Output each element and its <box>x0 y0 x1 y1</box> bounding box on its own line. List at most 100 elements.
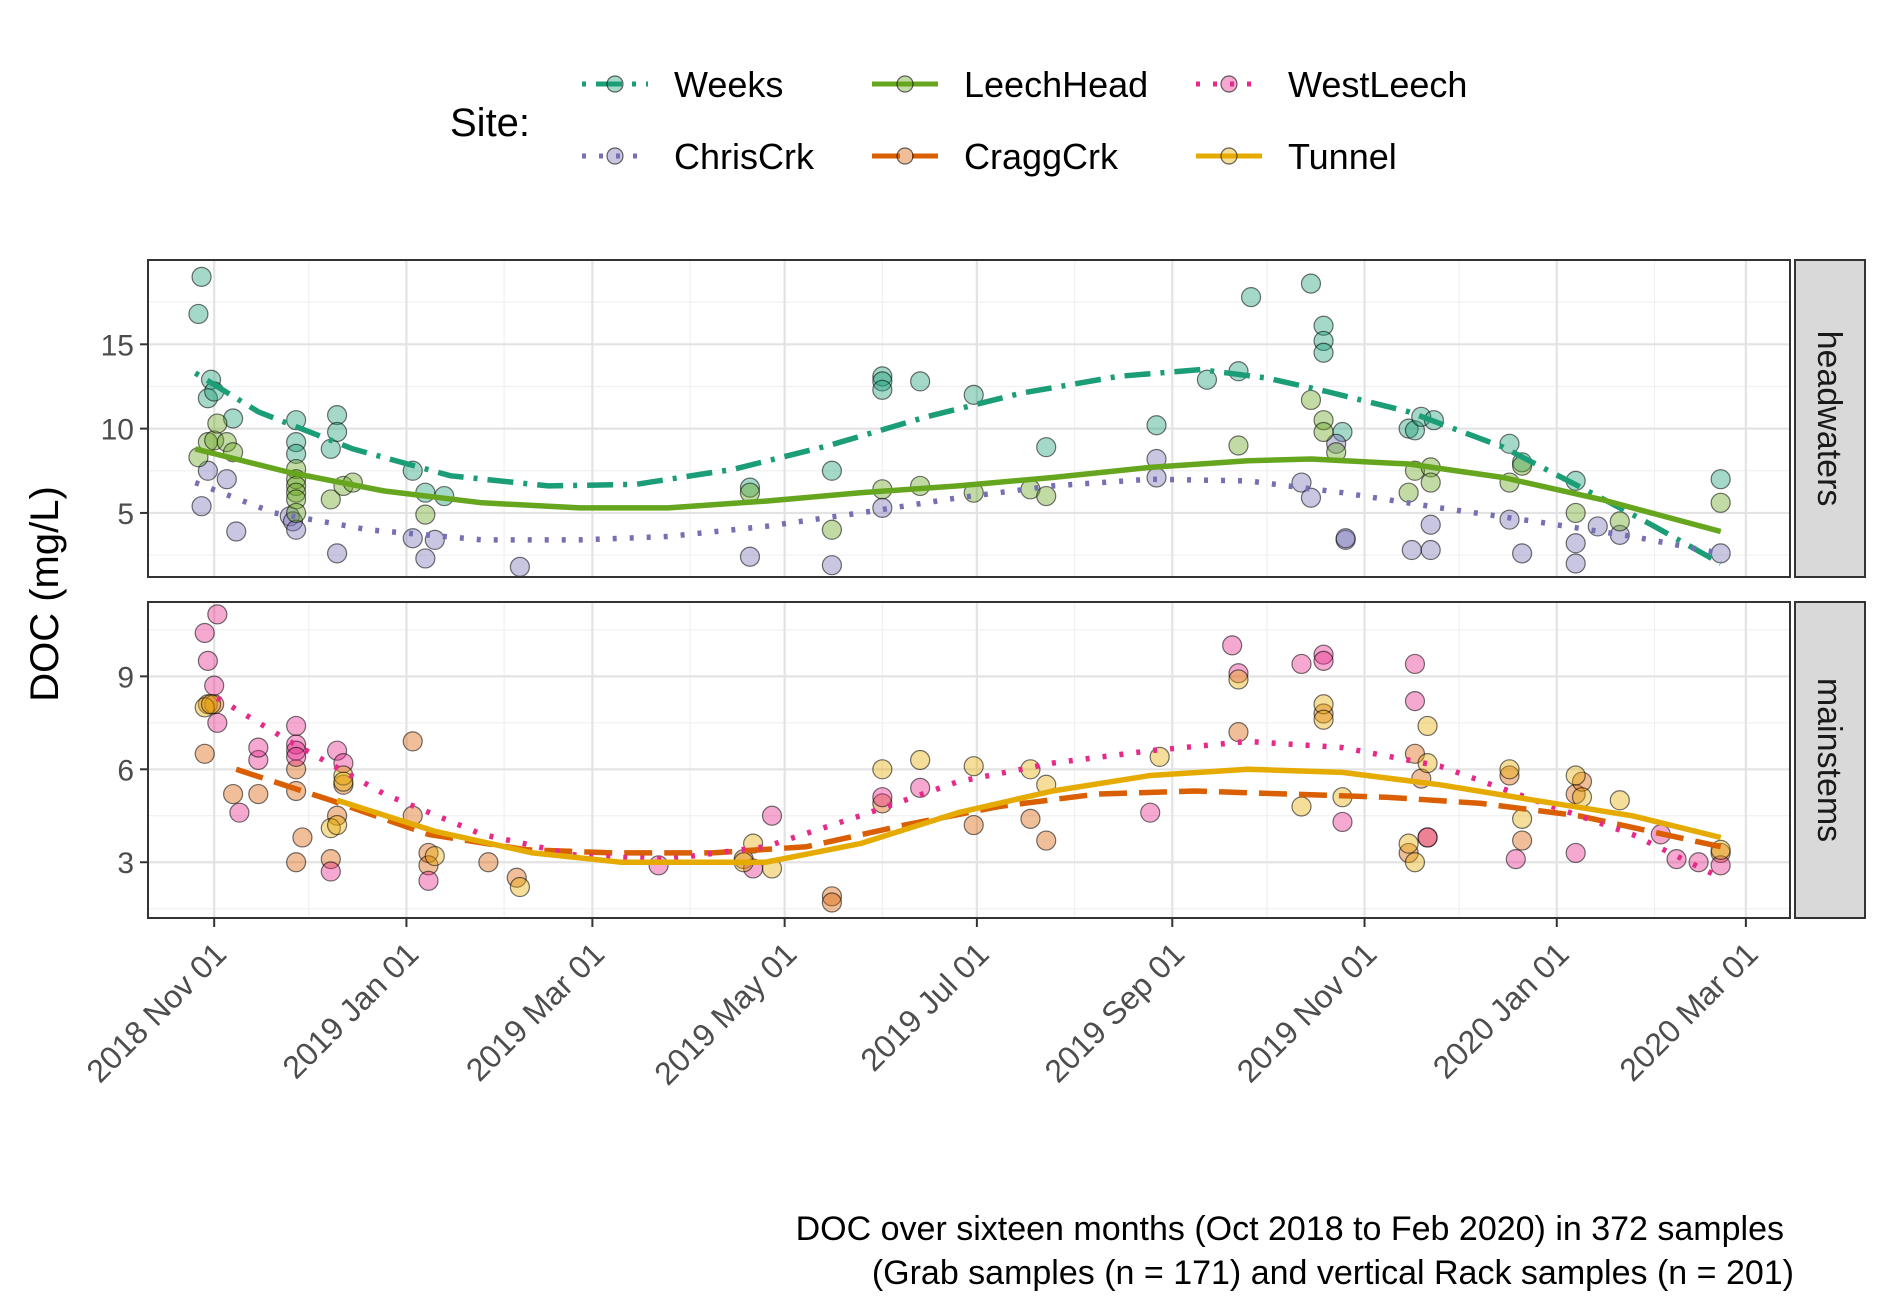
data-point <box>1228 663 1249 684</box>
data-point <box>1036 830 1057 851</box>
data-point <box>821 555 843 576</box>
data-point <box>1313 330 1334 352</box>
data-point <box>1196 369 1218 390</box>
data-point <box>229 802 250 823</box>
data-point <box>222 783 244 805</box>
data-point <box>1398 482 1419 503</box>
x-tick-label: 2019 Jan 01 <box>275 935 425 1085</box>
data-point <box>1666 849 1687 870</box>
data-point <box>1313 644 1334 665</box>
data-point <box>188 303 209 325</box>
data-point <box>207 413 228 434</box>
legend-label: ChrisCrk <box>674 136 815 177</box>
legend-title: Site: <box>450 101 530 145</box>
data-point <box>1565 553 1586 574</box>
x-tick-label: 2019 Nov 01 <box>1230 935 1384 1089</box>
data-point <box>1499 765 1520 786</box>
data-point <box>415 504 436 525</box>
data-point <box>1417 827 1438 848</box>
data-point <box>1313 709 1334 730</box>
data-point <box>200 694 222 715</box>
data-point <box>1020 759 1041 780</box>
data-point <box>204 430 225 451</box>
data-point <box>1222 635 1243 656</box>
data-point <box>1417 752 1438 774</box>
data-point <box>1240 286 1262 308</box>
data-point <box>216 469 237 490</box>
data-point <box>248 737 269 758</box>
data-point <box>216 432 237 453</box>
data-point <box>1036 485 1057 507</box>
data-point <box>1710 469 1731 490</box>
x-tick-label: 2020 Jan 01 <box>1426 935 1576 1085</box>
data-point <box>761 805 783 826</box>
data-point <box>1710 855 1731 876</box>
data-point <box>1499 433 1520 454</box>
data-point <box>872 371 893 392</box>
legend-label: Tunnel <box>1288 136 1397 177</box>
y-axis-label: DOC (mg/L) <box>23 486 67 702</box>
data-point <box>226 521 247 542</box>
data-point <box>286 482 307 503</box>
data-point <box>207 712 228 733</box>
series-weeks <box>188 266 1731 507</box>
caption-line-2: (Grab samples (n = 171) and vertical Rac… <box>872 1254 1794 1292</box>
data-point <box>821 886 843 907</box>
data-point <box>872 379 893 400</box>
data-point <box>1401 539 1422 561</box>
data-point <box>1512 808 1533 829</box>
data-point <box>191 266 212 287</box>
data-point <box>821 892 843 913</box>
x-tick-label: 2019 May 01 <box>647 935 803 1091</box>
data-point <box>1149 746 1170 768</box>
series-line-chriscrk <box>194 476 1722 557</box>
series-westleech <box>194 604 1731 891</box>
data-point <box>739 546 761 567</box>
data-point <box>821 460 843 481</box>
y-tick-label: 6 <box>117 754 134 787</box>
panel-background <box>148 260 1790 577</box>
data-point <box>1313 694 1334 715</box>
legend-key-point <box>606 147 624 165</box>
strip-background <box>1794 259 1866 578</box>
data-point <box>872 793 893 814</box>
data-point <box>1565 502 1586 524</box>
data-point <box>326 814 348 836</box>
data-point <box>1300 389 1322 411</box>
panel-mainstems: 3 6 9 mainstems <box>117 601 1866 919</box>
data-point <box>286 443 307 465</box>
data-point <box>509 876 530 898</box>
legend-key-point <box>606 75 624 93</box>
data-point <box>1313 342 1334 363</box>
data-point <box>418 870 439 891</box>
legend-entry-leechhead: LeechHead <box>872 64 1148 105</box>
data-point <box>1335 528 1356 549</box>
legend-key-point <box>896 147 914 165</box>
data-point <box>1404 691 1426 712</box>
data-point <box>1710 543 1731 564</box>
legend-label: CraggCrk <box>964 136 1119 177</box>
data-point <box>1228 435 1249 456</box>
data-point <box>424 845 445 867</box>
data-point <box>1565 842 1586 864</box>
data-point <box>1404 420 1426 441</box>
data-point <box>910 777 931 798</box>
data-point <box>1404 653 1426 675</box>
data-point <box>292 827 313 848</box>
data-point <box>872 759 893 780</box>
y-tick-label: 5 <box>117 498 134 531</box>
x-tick-label: 2018 Nov 01 <box>79 935 233 1089</box>
data-point <box>910 749 931 771</box>
strip-background <box>1794 601 1866 919</box>
data-point <box>1313 410 1334 431</box>
data-point <box>1291 653 1312 675</box>
data-point <box>415 548 436 569</box>
legend-key-point <box>896 75 914 93</box>
data-point <box>963 384 984 405</box>
data-point <box>207 604 228 625</box>
x-axis: 2018 Nov 01 2019 Jan 01 2019 Mar 01 2019 Ma… <box>79 918 1765 1092</box>
data-point <box>326 405 348 426</box>
data-point <box>1326 433 1347 454</box>
data-point <box>1313 315 1334 336</box>
data-point <box>286 432 307 453</box>
